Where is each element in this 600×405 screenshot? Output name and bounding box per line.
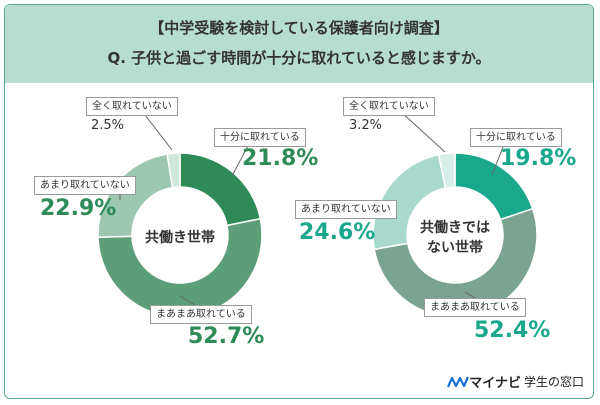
left-value-somewhat: 52.7% xyxy=(188,324,265,349)
logo-brand: マイナビ xyxy=(469,376,521,391)
left-slice-somewhat xyxy=(97,217,263,318)
left-value-little: 22.9% xyxy=(40,196,117,221)
right-label-sufficient: 十分に取れている xyxy=(470,128,562,147)
left-center-label: 共働き世帯 xyxy=(145,230,215,246)
right-value-none: 3.2% xyxy=(349,118,383,133)
donut-right xyxy=(372,152,538,318)
right-center-label: 共働きでは ない世帯 xyxy=(405,218,505,258)
right-leader-somewhat xyxy=(464,291,476,299)
left-leader-sufficient xyxy=(231,141,251,177)
right-label-somewhat: まあまあ取れている xyxy=(424,298,526,317)
right-value-little: 24.6% xyxy=(299,220,376,245)
logo-suffix: 学生の窓口 xyxy=(523,375,584,389)
left-leader-somewhat xyxy=(179,295,196,306)
donut-left xyxy=(97,152,263,318)
left-value-none: 2.5% xyxy=(91,118,125,133)
right-value-sufficient: 19.8% xyxy=(500,146,577,171)
right-leader-sufficient xyxy=(491,141,506,176)
left-value-sufficient: 21.8% xyxy=(242,146,319,171)
left-label-sufficient: 十分に取れている xyxy=(214,128,306,147)
header-band: 【中学受験を検討している保護者向け調査】 Q. 子供と過ごす時間が十分に取れてい… xyxy=(5,5,593,83)
right-label-none: 全く取れていない xyxy=(343,97,435,116)
chart-frame: 【中学受験を検討している保護者向け調査】 Q. 子供と過ごす時間が十分に取れてい… xyxy=(4,4,594,399)
left-slice-none xyxy=(166,152,181,189)
left-leader-none xyxy=(141,110,173,151)
left-label-little: あまり取れていない xyxy=(34,176,136,195)
right-label-little: あまり取れていない xyxy=(295,200,397,219)
right-leader-none xyxy=(399,110,446,153)
left-label-none: 全く取れていない xyxy=(86,97,178,116)
right-center-label-line1: 共働きでは xyxy=(420,220,490,236)
right-center-label-line2: ない世帯 xyxy=(427,240,483,256)
right-slice-somewhat xyxy=(373,207,538,318)
mynavi-logo: マイナビ 学生の窓口 xyxy=(447,372,584,391)
question-title: Q. 子供と過ごす時間が十分に取れていると感じますか。 xyxy=(107,49,491,67)
mynavi-logo-icon xyxy=(447,376,470,387)
survey-title: 【中学受験を検討している保護者向け調査】 xyxy=(149,19,449,37)
right-slice-none xyxy=(437,152,456,189)
left-label-somewhat: まあまあ取れている xyxy=(150,305,252,324)
right-value-somewhat: 52.4% xyxy=(474,318,551,343)
